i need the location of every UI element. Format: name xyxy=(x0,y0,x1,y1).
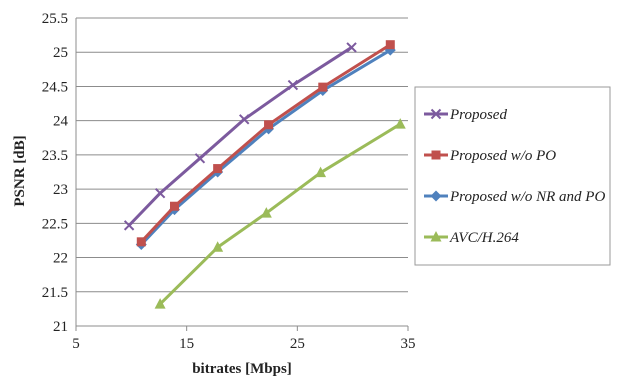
data-point xyxy=(264,120,274,130)
series-3 xyxy=(154,118,406,309)
series-line xyxy=(128,46,353,227)
legend-label: Proposed w/o NR and PO xyxy=(449,189,605,205)
y-tick-label: 21.5 xyxy=(42,285,68,301)
data-point xyxy=(315,166,327,178)
series-line xyxy=(159,122,402,306)
legend-item: Proposed xyxy=(424,107,507,123)
data-point xyxy=(194,153,206,164)
data-point xyxy=(394,118,406,129)
data-point xyxy=(287,79,299,91)
x-tick-label: 35 xyxy=(401,336,416,352)
y-tick-label: 23 xyxy=(53,182,68,198)
series-1 xyxy=(136,40,395,247)
data-point xyxy=(239,114,250,125)
y-tick-label: 24.5 xyxy=(42,79,68,95)
data-point xyxy=(346,42,357,53)
series-0 xyxy=(123,42,357,231)
y-tick-label: 22 xyxy=(53,251,68,267)
series-line xyxy=(140,43,392,243)
legend-label: AVC/H.264 xyxy=(449,230,519,246)
legend-label: Proposed w/o PO xyxy=(449,148,556,164)
legend-marker xyxy=(431,150,441,160)
series-2 xyxy=(135,44,396,251)
y-tick-label: 22.5 xyxy=(42,216,68,232)
y-axis-title: PSNR [dB] xyxy=(12,135,28,206)
data-point xyxy=(212,241,224,252)
data-point xyxy=(136,237,146,247)
series-line xyxy=(140,48,392,246)
data-point xyxy=(154,188,166,199)
legend-label: Proposed xyxy=(449,107,507,123)
data-point xyxy=(154,298,166,309)
x-tick-label: 5 xyxy=(72,336,80,352)
y-tick-label: 24 xyxy=(53,114,69,130)
legend-marker xyxy=(430,108,442,120)
data-point xyxy=(213,164,223,174)
data-point xyxy=(169,201,179,211)
data-point xyxy=(123,220,135,231)
y-tick-label: 25.5 xyxy=(42,11,68,27)
legend-item: Proposed w/o PO xyxy=(424,148,556,164)
x-tick-label: 15 xyxy=(179,336,194,352)
legend-box xyxy=(414,86,611,266)
axis-layer: 21 21.5 22 22.5 23 23.5 24 24.5 25 25.5 5 15 25 35 xyxy=(42,11,416,352)
data-point xyxy=(260,207,272,218)
series-layer xyxy=(123,40,406,309)
legend-item: AVC/H.264 xyxy=(424,230,519,246)
y-tick-label: 21 xyxy=(53,319,68,335)
legend-item: Proposed w/o NR and PO xyxy=(424,189,605,205)
legend-marker xyxy=(430,190,442,202)
legend: Proposed Proposed w/o PO Proposed w/o NR a… xyxy=(414,86,611,266)
data-point xyxy=(318,82,328,92)
data-point xyxy=(385,40,395,50)
legend-marker xyxy=(430,231,442,242)
y-tick-label: 25 xyxy=(53,45,68,61)
y-tick-label: 23.5 xyxy=(42,148,68,164)
x-axis-title: bitrates [Mbps] xyxy=(192,361,292,377)
x-tick-label: 25 xyxy=(290,336,305,352)
